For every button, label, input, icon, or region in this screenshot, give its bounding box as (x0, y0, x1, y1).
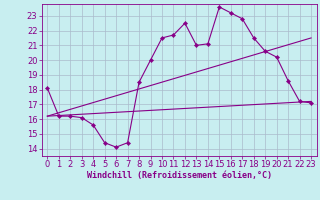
X-axis label: Windchill (Refroidissement éolien,°C): Windchill (Refroidissement éolien,°C) (87, 171, 272, 180)
